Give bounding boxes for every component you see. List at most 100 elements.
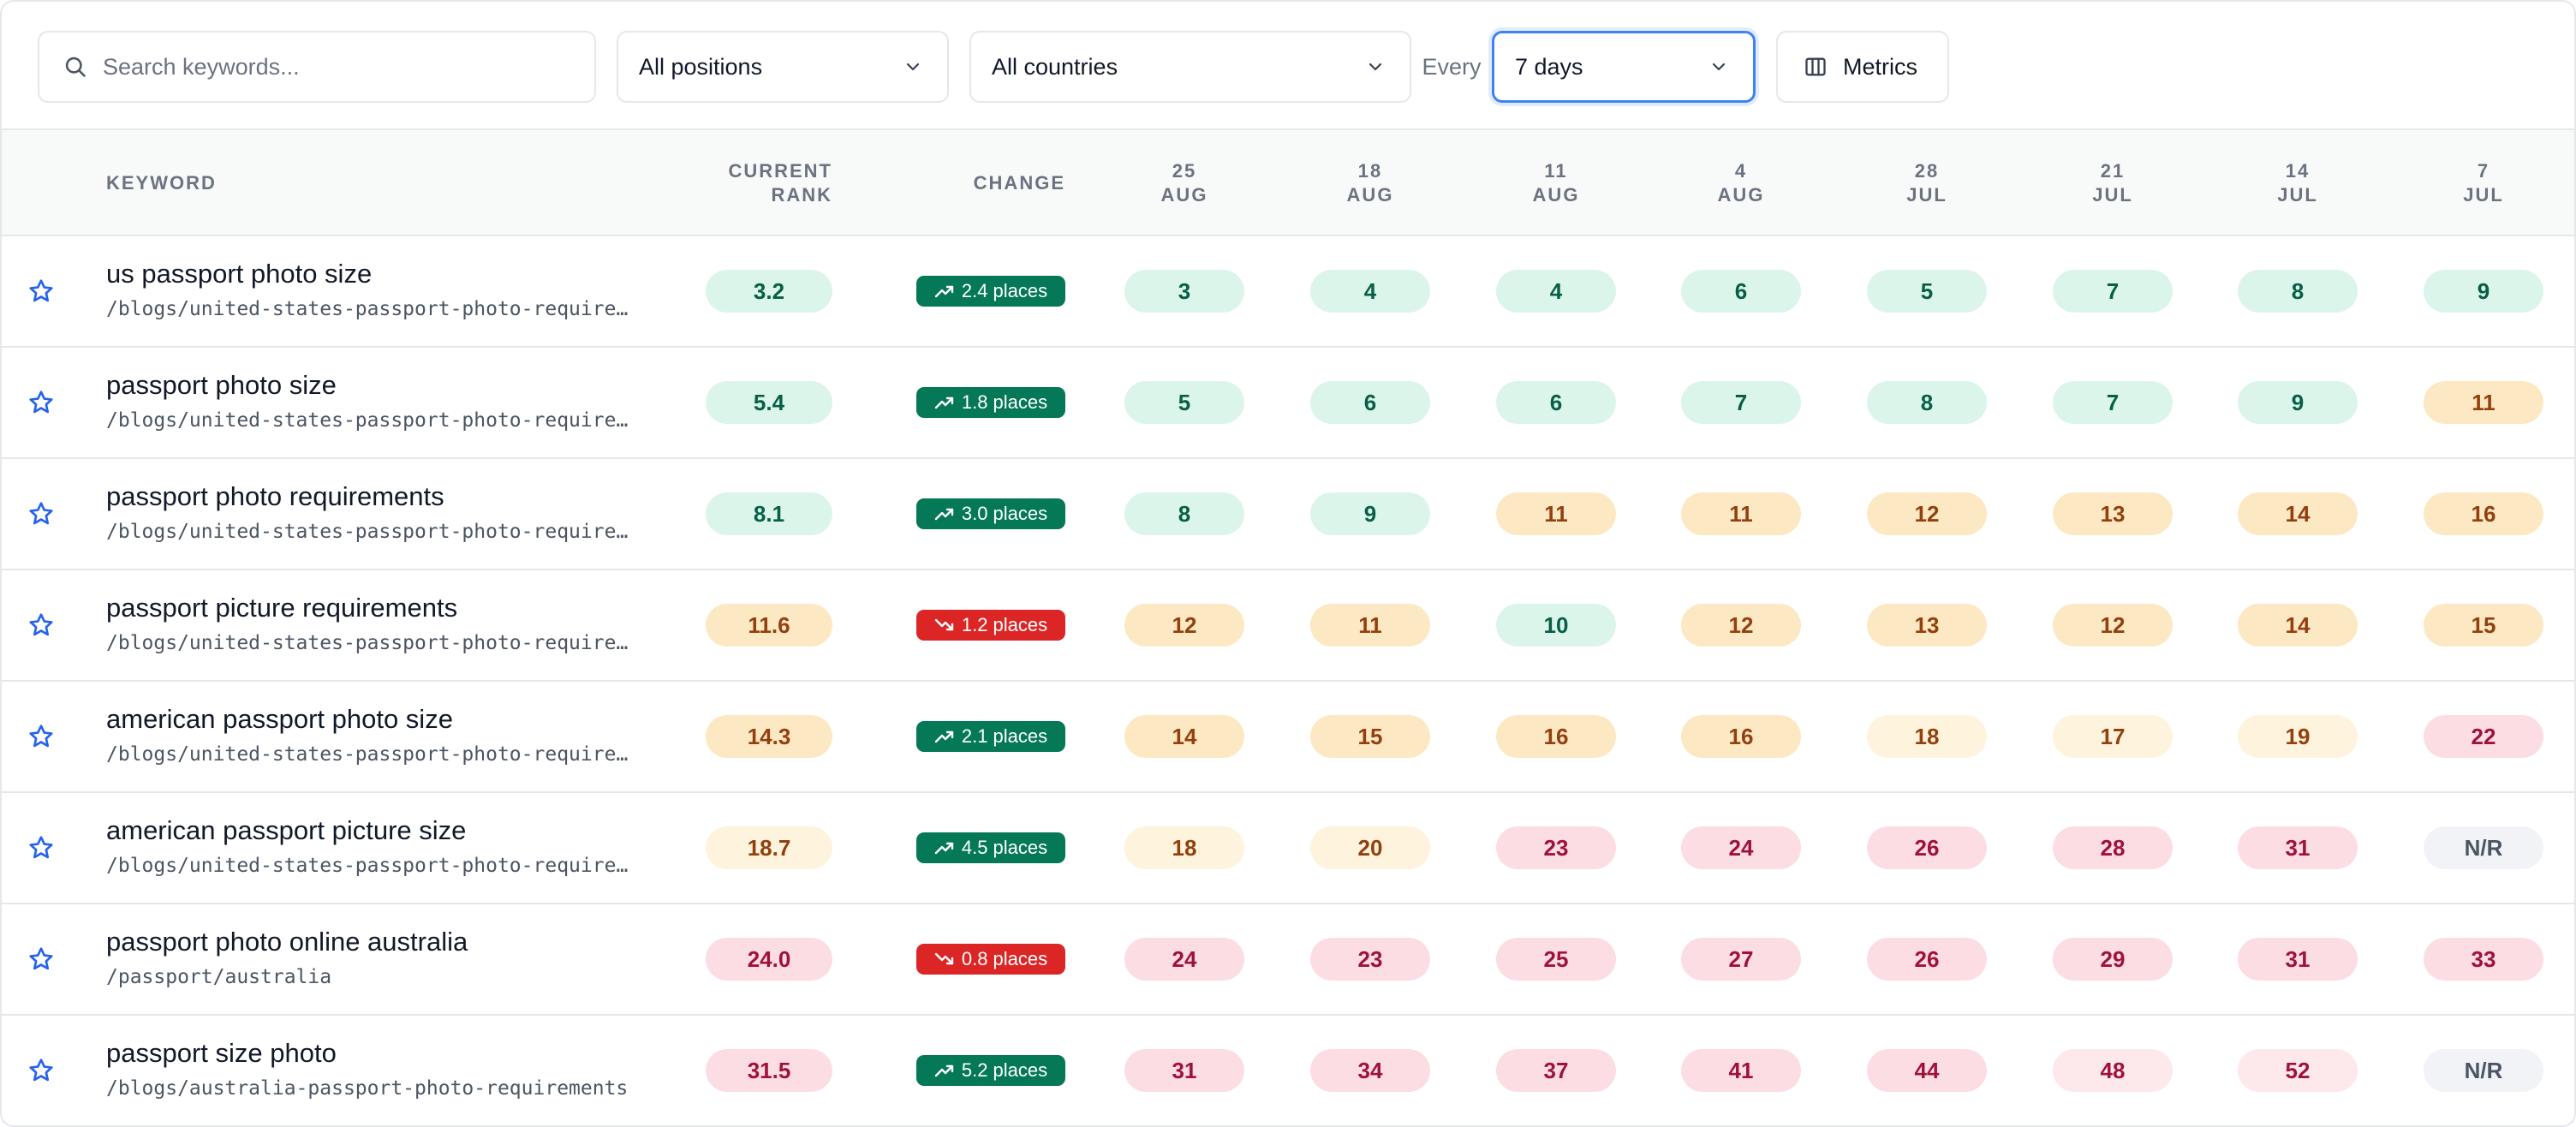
column-header-keyword-label: KEYWORD (106, 172, 217, 194)
history-rank-badge: 7 (2053, 381, 2173, 424)
table-row[interactable]: passport photo requirements/blogs/united… (2, 459, 2574, 570)
history-rank-badge: 31 (2238, 938, 2358, 981)
history-rank-badge: 19 (2238, 715, 2358, 758)
metrics-button[interactable]: Metrics (1776, 31, 1949, 103)
trend-up-icon (934, 508, 954, 521)
current-rank-badge: 18.7 (706, 826, 832, 869)
table-row[interactable]: american passport picture size/blogs/uni… (2, 793, 2574, 904)
column-header-current-rank-line2: RANK (771, 184, 832, 206)
column-header-date-month: JUL (2463, 184, 2504, 206)
positions-select-value: All positions (639, 53, 763, 80)
keyword-text[interactable]: passport picture requirements (106, 593, 458, 623)
column-header-date[interactable]: 4 AUG (1673, 130, 1810, 236)
search-input[interactable] (103, 53, 582, 80)
star-icon[interactable] (27, 834, 55, 862)
star-icon[interactable] (27, 500, 55, 528)
keyword-text[interactable]: american passport picture size (106, 815, 467, 845)
column-header-date-month: AUG (1532, 184, 1580, 206)
keyword-url: /blogs/australia-passport-photo-requirem… (106, 1077, 629, 1100)
history-rank-badge: 28 (2053, 826, 2173, 869)
column-header-date[interactable]: 18 AUG (1302, 130, 1439, 236)
history-rank-badge: 34 (1310, 1049, 1430, 1092)
history-rank-badge: 11 (1310, 604, 1430, 647)
history-rank-badge: 12 (1867, 492, 1987, 535)
table-row[interactable]: american passport photo size/blogs/unite… (2, 682, 2574, 793)
history-rank-badge: 13 (1867, 604, 1987, 647)
keyword-text[interactable]: passport size photo (106, 1038, 337, 1068)
table-header: KEYWORD CURRENT RANK CHANGE 25 AUG 18 AUG 11… (2, 130, 2574, 236)
history-rank-badge: 8 (1124, 492, 1244, 535)
history-rank-badge: 16 (1496, 715, 1616, 758)
history-rank-badge: 18 (1124, 826, 1244, 869)
search-box[interactable] (38, 31, 596, 103)
star-icon[interactable] (27, 723, 55, 750)
column-header-date[interactable]: 7 JUL (2415, 130, 2552, 236)
column-header-date[interactable]: 25 AUG (1116, 130, 1253, 236)
history-rank-badge: 3 (1124, 270, 1244, 313)
chevron-down-icon (906, 63, 920, 71)
keyword-text[interactable]: passport photo size (106, 370, 337, 400)
history-rank-badge: 23 (1310, 938, 1430, 981)
column-header-date-day: 28 (1914, 160, 1940, 182)
column-header-date[interactable]: 28 JUL (1858, 130, 1995, 236)
table-row[interactable]: us passport photo size/blogs/united-stat… (2, 236, 2574, 348)
history-rank-badge: 12 (1124, 604, 1244, 647)
positions-select[interactable]: All positions (617, 31, 949, 103)
history-rank-badge: 44 (1867, 1049, 1987, 1092)
change-badge: 3.0 places (916, 498, 1065, 529)
chevron-down-icon (1712, 63, 1726, 71)
metrics-button-label: Metrics (1843, 53, 1917, 80)
column-header-date[interactable]: 21 JUL (2044, 130, 2181, 236)
history-rank-badge: 6 (1681, 270, 1801, 313)
star-icon[interactable] (27, 277, 55, 305)
keyword-text[interactable]: us passport photo size (106, 259, 373, 289)
keyword-text[interactable]: american passport photo size (106, 704, 453, 734)
table-row[interactable]: passport photo online australia/passport… (2, 904, 2574, 1016)
trend-up-icon (934, 397, 954, 409)
star-icon[interactable] (27, 1057, 55, 1084)
star-icon[interactable] (27, 945, 55, 973)
change-badge-label: 0.8 places (961, 948, 1048, 969)
history-rank-badge: 41 (1681, 1049, 1801, 1092)
column-header-date-month: AUG (1160, 184, 1208, 206)
history-rank-badge: 37 (1496, 1049, 1616, 1092)
table-row[interactable]: passport size photo/blogs/australia-pass… (2, 1016, 2574, 1125)
column-header-date[interactable]: 14 JUL (2229, 130, 2366, 236)
column-header-change[interactable]: CHANGE (935, 130, 1065, 236)
column-header-date-month: JUL (2092, 184, 2133, 206)
history-rank-badge: 5 (1124, 381, 1244, 424)
keyword-url: /blogs/united-states-passport-photo-requ… (106, 855, 630, 877)
chevron-down-icon (1368, 63, 1382, 71)
history-rank-badge: 22 (2424, 715, 2543, 758)
history-rank-badge: 23 (1496, 826, 1616, 869)
column-header-current-rank[interactable]: CURRENT RANK (704, 130, 832, 236)
column-header-date[interactable]: 11 AUG (1488, 130, 1625, 236)
history-rank-badge: 11 (1681, 492, 1801, 535)
history-rank-badge: 10 (1496, 604, 1616, 647)
star-icon[interactable] (27, 389, 55, 416)
keyword-url: /blogs/united-states-passport-photo-requ… (106, 521, 630, 543)
change-badge-label: 4.5 places (961, 837, 1048, 858)
interval-select[interactable]: 7 days (1492, 31, 1756, 103)
history-rank-badge: 14 (1124, 715, 1244, 758)
table-row[interactable]: passport photo size/blogs/united-states-… (2, 348, 2574, 459)
history-rank-badge: 31 (1124, 1049, 1244, 1092)
column-header-date-day: 21 (2100, 160, 2126, 182)
filter-toolbar: All positions All countries Every 7 days… (2, 2, 2574, 130)
history-rank-badge: 16 (1681, 715, 1801, 758)
history-rank-badge: 18 (1867, 715, 1987, 758)
countries-select[interactable]: All countries (969, 31, 1411, 103)
interval-select-value: 7 days (1515, 53, 1583, 80)
star-icon[interactable] (27, 611, 55, 639)
column-header-date-month: JUL (2277, 184, 2318, 206)
history-rank-badge: 5 (1867, 270, 1987, 313)
keyword-text[interactable]: passport photo online australia (106, 927, 468, 957)
columns-icon (1805, 57, 1826, 76)
table-row[interactable]: passport picture requirements/blogs/unit… (2, 570, 2574, 682)
history-rank-badge: 25 (1496, 938, 1616, 981)
current-rank-badge: 31.5 (706, 1049, 832, 1092)
column-header-keyword[interactable]: KEYWORD (106, 130, 217, 236)
history-rank-badge: 8 (1867, 381, 1987, 424)
keyword-text[interactable]: passport photo requirements (106, 481, 444, 511)
